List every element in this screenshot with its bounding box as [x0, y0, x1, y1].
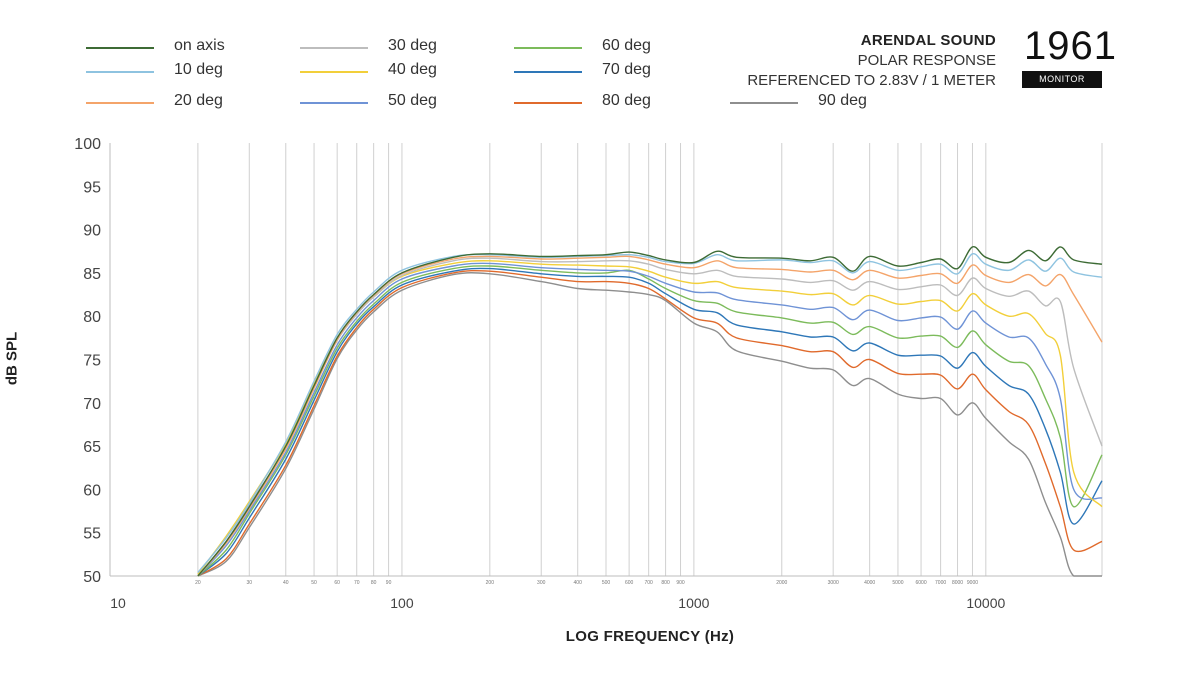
legend-swatch: [730, 102, 798, 104]
legend-label: 30 deg: [388, 37, 437, 54]
x-minor-tick-label: 40: [283, 580, 289, 586]
legend-label: 70 deg: [602, 61, 651, 78]
series-line-90-deg: [197, 272, 1102, 577]
x-minor-tick-label: 20: [195, 580, 201, 586]
y-tick-label: 60: [83, 482, 101, 499]
legend-swatch: [86, 102, 154, 104]
x-tick-label: 1000: [678, 595, 709, 611]
model-number: 1961: [1024, 24, 1117, 68]
legend-swatch: [300, 102, 368, 104]
legend-swatch: [300, 47, 368, 49]
legend-swatch: [86, 71, 154, 73]
x-minor-tick-label: 5000: [892, 580, 903, 586]
series-line-60-deg: [197, 265, 1103, 577]
series-line-80-deg: [197, 269, 1103, 577]
x-minor-tick-label: 800: [661, 580, 670, 586]
legend-swatch: [300, 71, 368, 73]
tick-layer: 100 95 90 85 80 75 70 65 60 55 50 20 30 40 50 60 70 80 90 2…: [74, 136, 1005, 611]
series-layer: [197, 245, 1103, 577]
y-tick-label: 90: [83, 223, 101, 240]
series-line-70-deg: [197, 267, 1103, 577]
x-axis-label: LOG FREQUENCY (Hz): [565, 628, 735, 645]
series-line-20-deg: [197, 255, 1103, 577]
series-line-40-deg: [197, 260, 1103, 575]
x-minor-tick-label: 4000: [864, 580, 875, 586]
legend-swatch: [86, 47, 154, 49]
series-line-50-deg: [197, 262, 1103, 577]
brand-reference: REFERENCED TO 2.83V / 1 METER: [747, 72, 996, 89]
series-line-on-axis: [197, 245, 1103, 577]
x-minor-tick-label: 6000: [915, 580, 926, 586]
x-minor-tick-label: 30: [247, 580, 253, 586]
x-minor-tick-label: 70: [354, 580, 360, 586]
x-minor-tick-label: 7000: [935, 580, 946, 586]
x-minor-tick-label: 200: [486, 580, 495, 586]
legend-label: 40 deg: [388, 61, 437, 78]
x-minor-tick-label: 90: [386, 580, 392, 586]
legend-label: 50 deg: [388, 92, 437, 109]
x-minor-tick-label: 80: [371, 580, 377, 586]
legend-swatch: [514, 47, 582, 49]
y-tick-label: 75: [83, 353, 101, 370]
x-minor-tick-label: 50: [311, 580, 317, 586]
y-tick-label: 95: [83, 179, 101, 196]
legend-label: 10 deg: [174, 61, 223, 78]
y-tick-label: 70: [83, 396, 101, 413]
brand-name: ARENDAL SOUND: [860, 32, 996, 49]
x-tick-label: 10000: [966, 595, 1005, 611]
grid-layer: [109, 143, 1103, 577]
x-minor-tick-label: 3000: [828, 580, 839, 586]
y-tick-label: 65: [83, 439, 101, 456]
x-minor-tick-label: 700: [644, 580, 653, 586]
x-tick-label: 100: [390, 595, 414, 611]
legend-label: 80 deg: [602, 92, 651, 109]
y-tick-label: 85: [83, 266, 101, 283]
series-line-10-deg: [197, 253, 1103, 573]
x-minor-tick-label: 8000: [952, 580, 963, 586]
legend-swatch: [514, 102, 582, 104]
y-axis-label: dB SPL: [3, 331, 21, 386]
y-tick-label: 100: [74, 136, 101, 153]
legend-label: 90 deg: [818, 92, 867, 109]
model-badge: MONITOR: [1022, 71, 1102, 88]
x-minor-tick-label: 9000: [967, 580, 978, 586]
x-minor-tick-label: 600: [625, 580, 634, 586]
y-tick-label: 55: [83, 526, 101, 543]
x-minor-tick-label: 400: [574, 580, 583, 586]
x-minor-tick-label: 500: [602, 580, 611, 586]
legend-swatch: [514, 71, 582, 73]
x-minor-tick-label: 900: [676, 580, 685, 586]
x-tick-label: 10: [110, 595, 126, 611]
series-line-30-deg: [197, 257, 1103, 577]
x-minor-tick-label: 2000: [776, 580, 787, 586]
brand-subtitle: POLAR RESPONSE: [857, 52, 996, 69]
legend-label: on axis: [174, 37, 225, 54]
legend-label: 60 deg: [602, 37, 651, 54]
x-minor-tick-label: 300: [537, 580, 546, 586]
legend-label: 20 deg: [174, 92, 223, 109]
x-minor-tick-label: 60: [334, 580, 340, 586]
y-tick-label: 80: [83, 309, 101, 326]
y-tick-label: 50: [83, 569, 101, 586]
